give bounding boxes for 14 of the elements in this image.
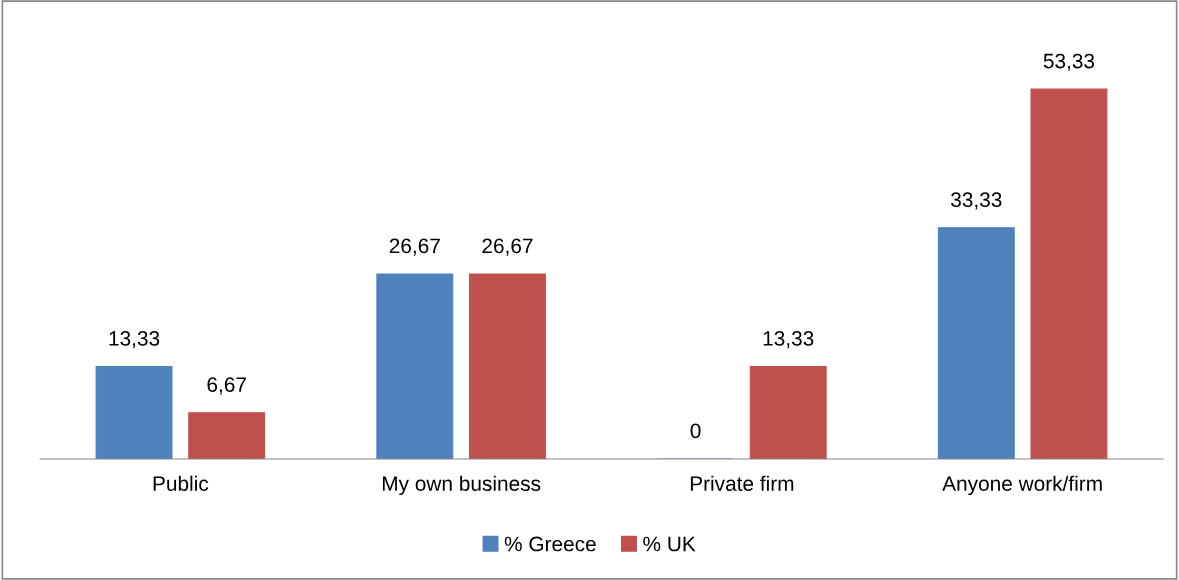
x-tick-label: Private firm	[690, 475, 794, 491]
data-label: 33,33	[951, 192, 1002, 210]
legend-label: % Greece	[504, 536, 596, 552]
x-tick-label: Anyone work/firm	[942, 475, 1102, 496]
data-label: 0	[690, 423, 701, 439]
data-label: 6,67	[207, 377, 246, 395]
data-label: 13,33	[109, 331, 160, 349]
data-label: 26,67	[389, 238, 440, 256]
data-label: 53,33	[1043, 53, 1095, 71]
x-tick-label: Public	[153, 475, 209, 491]
x-tick-label: My own business	[382, 475, 541, 496]
data-label: 13,33	[763, 331, 814, 349]
data-label: 26,67	[482, 238, 533, 256]
legend-label: % UK	[643, 536, 696, 552]
